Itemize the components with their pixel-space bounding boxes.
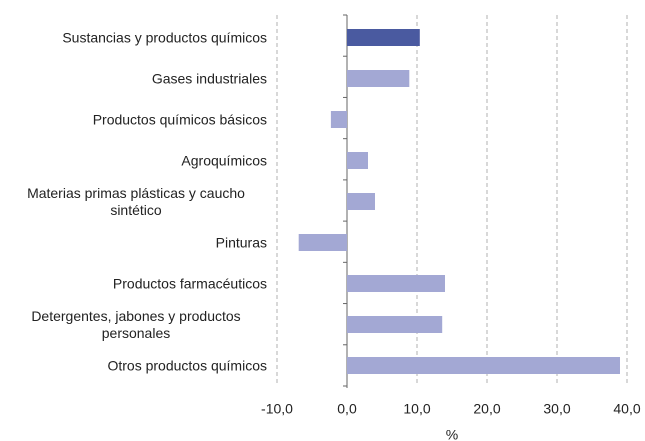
bar [347, 29, 420, 46]
y-tick-label: Productos químicos básicos [92, 111, 267, 127]
x-tick-label: -10,0 [261, 401, 293, 417]
y-tick-label: Detergentes, jabones y productos persona… [31, 307, 241, 341]
bar [347, 316, 443, 333]
bar [347, 70, 410, 87]
y-tick-label: Productos farmacéuticos [112, 275, 267, 291]
y-tick-label: Otros productos químicos [107, 357, 267, 373]
y-tick-label: Materias primas plásticas y caucho sinté… [27, 184, 245, 218]
bar [347, 275, 445, 292]
y-tick-label: Agroquímicos [181, 152, 267, 168]
y-tick-label: Gases industriales [151, 70, 267, 86]
x-axis-label: % [446, 427, 458, 441]
y-tick-label: Sustancias y productos químicos [62, 29, 267, 45]
x-tick-label: 40,0 [613, 401, 640, 417]
bar [347, 193, 375, 210]
x-tick-label: 10,0 [403, 401, 430, 417]
x-tick-label: 0,0 [337, 401, 357, 417]
y-tick-label: Pinturas [215, 234, 267, 250]
bar [298, 234, 347, 251]
bar [330, 111, 347, 128]
x-tick-label: 20,0 [473, 401, 500, 417]
bar [347, 357, 620, 374]
bar [347, 152, 368, 169]
x-tick-label: 30,0 [543, 401, 570, 417]
